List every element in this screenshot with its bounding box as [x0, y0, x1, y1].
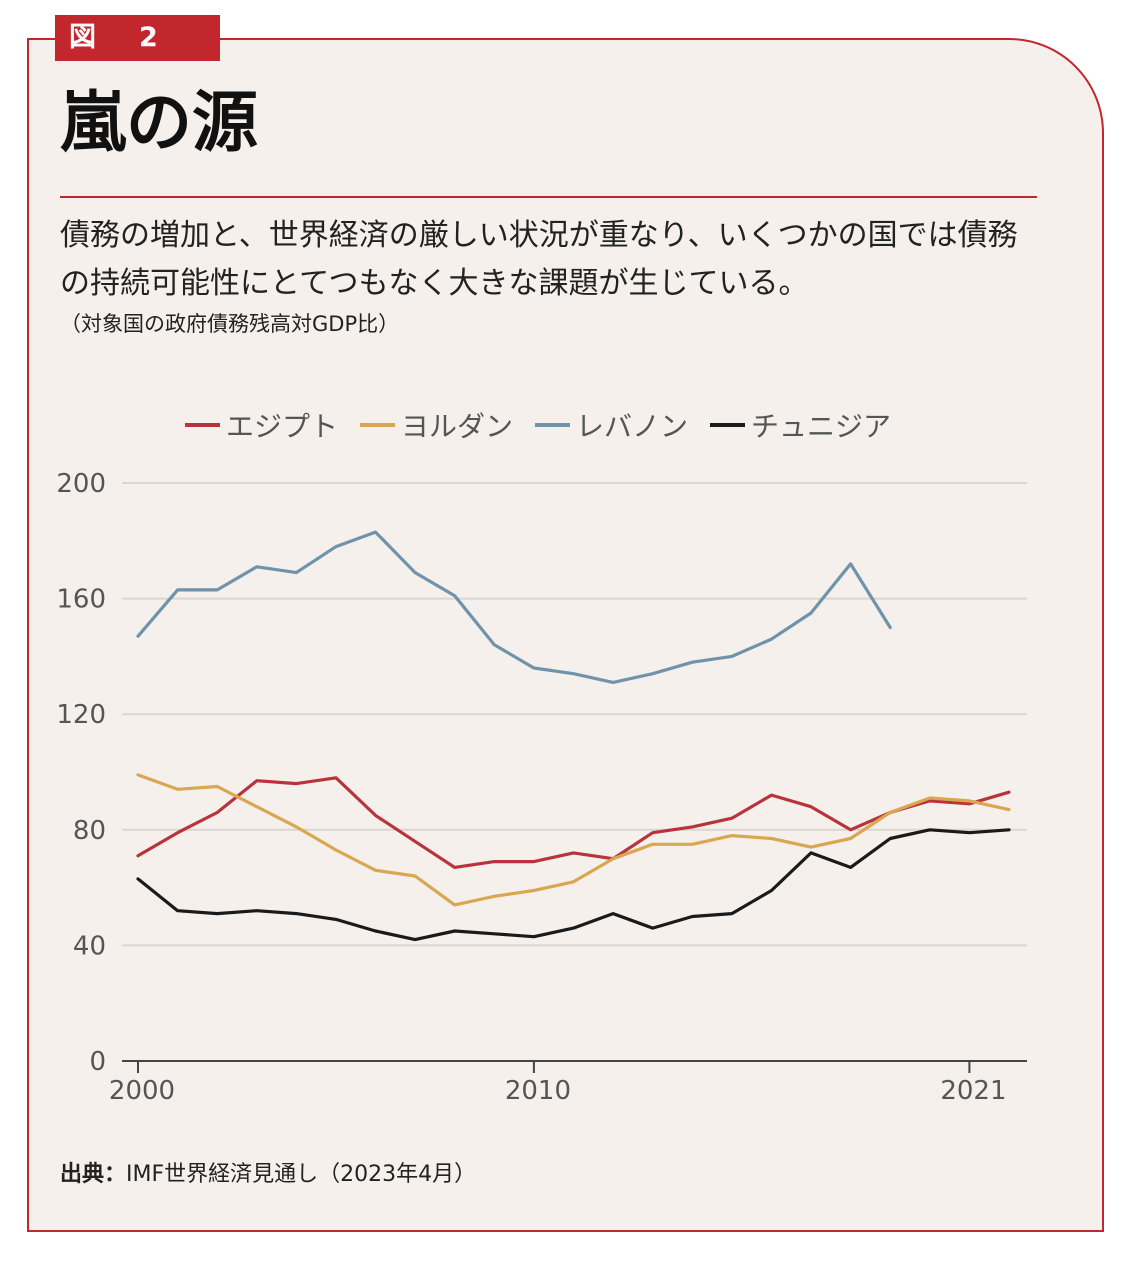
y-tick-label-80: 80	[73, 816, 106, 846]
chart-title: 嵐の源	[60, 84, 258, 161]
legend-item-jordan: ヨルダン	[360, 405, 513, 445]
x-tick-label-2000: 2000	[109, 1076, 175, 1106]
legend-item-lebanon: レバノン	[535, 405, 688, 445]
y-tick-label-120: 120	[56, 700, 106, 730]
x-tick-label-2021: 2021	[940, 1076, 1006, 1106]
legend-item-egypt: エジプト	[185, 405, 338, 445]
source-label: 出典：	[60, 1162, 127, 1187]
figure-label: 図 2	[55, 15, 220, 61]
legend-label-jordan: ヨルダン	[401, 410, 514, 443]
figure-panel	[27, 38, 1104, 1232]
legend-label-tunisia: チュニジア	[751, 410, 892, 443]
y-tick-label-40: 40	[73, 931, 106, 961]
y-tick-label-0: 0	[89, 1047, 106, 1077]
title-divider	[60, 196, 1037, 198]
legend-swatch-egypt	[185, 423, 220, 427]
chart-note: （対象国の政府債務残高対GDP比）	[60, 312, 400, 336]
series-line-lebanon	[136, 530, 892, 684]
source-text: IMF世界経済見通し（2023年4月）	[126, 1162, 477, 1187]
source-note: 出典：IMF世界経済見通し（2023年4月）	[60, 1156, 476, 1188]
x-tick-label-2010: 2010	[505, 1076, 571, 1106]
legend-swatch-jordan	[360, 423, 396, 427]
legend-label-lebanon: レバノン	[576, 410, 689, 443]
y-tick-label-200: 200	[56, 469, 106, 499]
series-line-tunisia	[136, 828, 1011, 942]
chart-description: 債務の増加と、世界経済の厳しい状況が重なり、いくつかの国では債務の持続可能性にと…	[60, 218, 1018, 301]
legend-label-egypt: エジプト	[226, 410, 339, 443]
series-line-jordan	[136, 773, 1011, 907]
series-line-egypt	[136, 776, 1011, 869]
legend-swatch-lebanon	[535, 423, 571, 427]
y-tick-label-160: 160	[56, 585, 106, 615]
chart-legend: エジプト ヨルダン レバノン チュニジア	[185, 405, 891, 445]
legend-swatch-tunisia	[710, 423, 746, 427]
legend-item-tunisia: チュニジア	[710, 405, 891, 445]
